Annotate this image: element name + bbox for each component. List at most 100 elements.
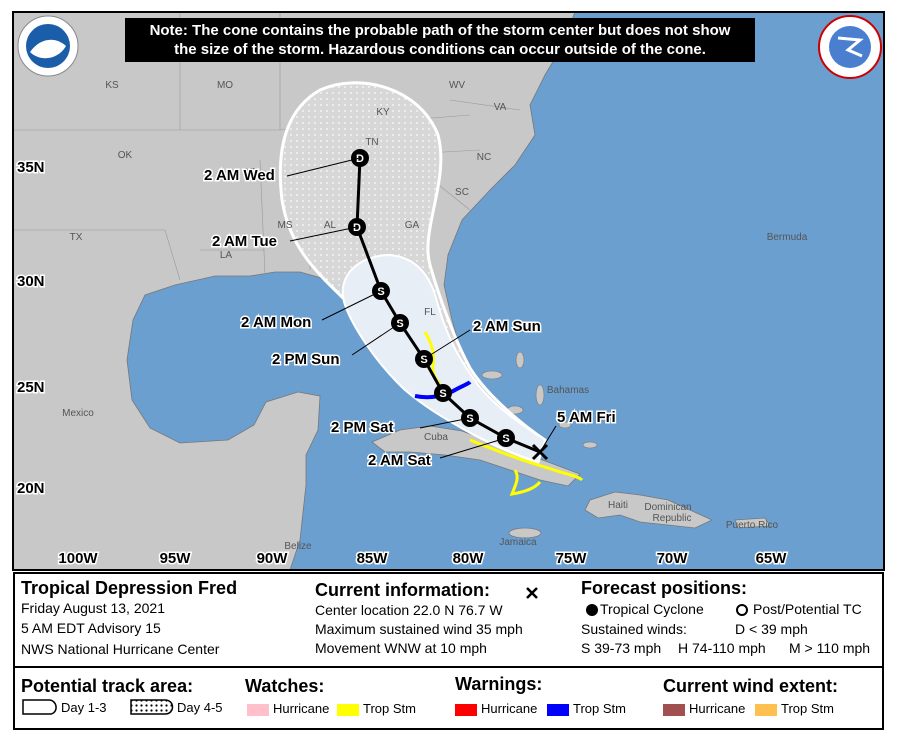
nws-logo: [818, 15, 882, 79]
place-label: KY: [376, 107, 390, 118]
lat-label: 30N: [17, 273, 45, 290]
track-label: 2 AM Mon: [241, 314, 311, 331]
note-line: the size of the storm. Hazardous conditi…: [174, 41, 706, 58]
lon-label: 65W: [756, 550, 788, 567]
place-label: AR: [243, 167, 257, 178]
m-wind: M > 110 mph: [789, 640, 871, 656]
place-label: Puerto Rico: [726, 520, 779, 531]
lat-label: 35N: [17, 159, 45, 176]
current-title: Current information:: [315, 580, 490, 600]
warning-ts-keys: [414, 380, 472, 400]
advisory: 5 AM EDT Advisory 15: [21, 620, 161, 636]
place-label: Bermuda: [767, 232, 808, 243]
watch-ts-cuba: [469, 438, 584, 496]
land-hispaniola: [584, 491, 713, 529]
map-body: [13, 12, 884, 570]
track-label: 2 AM Wed: [204, 167, 275, 184]
noaa-logo: [17, 15, 79, 77]
place-label: Bahamas: [547, 385, 589, 396]
lon-label: 70W: [657, 550, 689, 567]
lon-label: 75W: [556, 550, 588, 567]
day45-icon: [130, 699, 174, 715]
watches-title: Watches:: [245, 676, 325, 696]
date: Friday August 13, 2021: [21, 600, 165, 616]
point-letter: S: [466, 413, 473, 425]
leader-line: [419, 417, 471, 429]
day13-icon: [22, 699, 57, 715]
warning-ts-swatch: [547, 704, 569, 716]
warning-ts-label: Trop Stm: [573, 701, 626, 716]
cone-day1-3: [341, 253, 547, 464]
place-label: KS: [105, 80, 119, 91]
max-wind: Maximum sustained wind 35 mph: [315, 621, 523, 637]
lon-label: 80W: [453, 550, 485, 567]
tc-icon: [586, 604, 598, 616]
storm-name: Tropical Depression Fred: [21, 578, 238, 598]
point-letter: S: [396, 318, 403, 330]
point-letter: S: [377, 286, 384, 298]
d-wind: D < 39 mph: [735, 621, 808, 637]
lon-label: 95W: [160, 550, 192, 567]
forecast-title: Forecast positions:: [581, 578, 748, 598]
post-tc-label: Post/Potential TC: [753, 601, 862, 617]
land-puerto-rico: [734, 517, 771, 529]
place-label: Haiti: [608, 500, 628, 511]
watch-ts-swatch: [337, 704, 359, 716]
leader-line: [423, 329, 471, 360]
wind-ts-label: Trop Stm: [781, 701, 834, 716]
place-label: Dominican: [644, 502, 691, 513]
place-label: AL: [324, 220, 337, 231]
land-cuba: [371, 425, 581, 487]
lat-label: 20N: [17, 480, 45, 497]
point-letter: D: [353, 222, 361, 234]
note-line: Note: The cone contains the probable pat…: [150, 22, 731, 39]
place-label: Jamaica: [499, 537, 537, 548]
watch-hurricane-swatch: [247, 704, 269, 716]
warnings-title: Warnings:: [455, 674, 543, 694]
h-wind: H 74-110 mph: [678, 640, 766, 656]
leader-line: [439, 437, 507, 459]
leader-line: [289, 226, 358, 242]
place-label: FL: [424, 307, 436, 318]
watch-hurricane-label: Hurricane: [273, 701, 330, 716]
lon-label: 90W: [257, 550, 289, 567]
point-letter: S: [502, 433, 509, 445]
place-label: Cuba: [424, 432, 448, 443]
wind-hurricane-label: Hurricane: [689, 701, 746, 716]
current-x-icon: [526, 587, 538, 599]
s-wind: S 39-73 mph: [581, 640, 662, 656]
place-label: OK: [118, 150, 133, 161]
track-title: Potential track area:: [21, 676, 194, 696]
place-label: Republic: [653, 513, 692, 524]
nhc: NWS National Hurricane Center: [21, 641, 220, 657]
place-label: NC: [477, 152, 491, 163]
track-label: 2 AM Sat: [368, 452, 431, 469]
place-label: SC: [455, 187, 469, 198]
warning-hurricane-label: Hurricane: [481, 701, 538, 716]
lon-label: 85W: [357, 550, 389, 567]
sustained-winds: Sustained winds:: [581, 621, 687, 637]
lon-label: 100W: [58, 550, 98, 567]
place-label: LA: [220, 250, 233, 261]
place-label: WV: [449, 80, 465, 91]
leader-line: [351, 322, 401, 356]
note-box: [125, 18, 755, 62]
point-letter: S: [420, 354, 427, 366]
place-label: TX: [70, 232, 83, 243]
location: Center location 22.0 N 76.7 W: [315, 602, 503, 618]
place-label: VA: [494, 102, 507, 113]
track-label: 2 AM Sun: [473, 318, 541, 335]
place-label: GA: [405, 220, 420, 231]
wind-title: Current wind extent:: [663, 676, 839, 696]
place-label: MO: [217, 80, 233, 91]
info-panel: Tropical Depression Fred Friday August 1…: [13, 572, 884, 730]
post-tc-icon: [736, 604, 748, 616]
dynamic-layer: KS MO KY WV VA TN NC OK SC AR MS AL GA TX LA FL Mexico Be…: [16, 80, 808, 569]
track-label: 2 AM Tue: [212, 233, 277, 250]
divider: [15, 666, 882, 668]
warning-hurricane-swatch: [455, 704, 477, 716]
track-label: 2 PM Sat: [331, 419, 394, 436]
point-letter: S: [439, 388, 446, 400]
